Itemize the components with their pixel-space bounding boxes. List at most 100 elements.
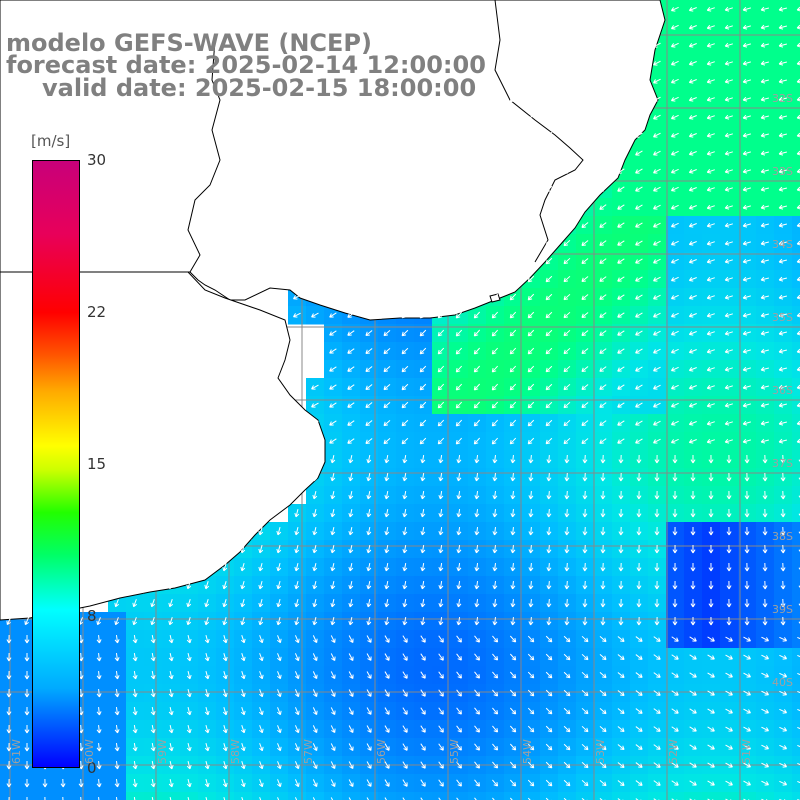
wind-arrow — [724, 114, 733, 120]
wind-arrow — [258, 707, 264, 716]
wind-arrow — [760, 312, 769, 318]
wind-arrow — [455, 149, 463, 157]
wind-arrow — [706, 420, 715, 426]
wind-arrow — [222, 761, 228, 770]
wind-arrow — [653, 42, 661, 48]
wind-arrow — [132, 634, 138, 644]
wind-arrow — [654, 598, 660, 608]
wind-arrow — [760, 168, 769, 174]
longitude-label: 57W — [301, 739, 315, 764]
wind-arrow — [797, 780, 800, 784]
wind-arrow — [760, 420, 769, 426]
wind-arrow — [384, 689, 390, 697]
wind-arrow — [635, 330, 643, 336]
wind-arrow — [653, 312, 661, 318]
wind-arrow — [420, 779, 426, 787]
wind-arrow — [329, 420, 337, 426]
wind-arrow — [527, 329, 535, 337]
wind-arrow — [509, 671, 517, 679]
wind-arrow — [688, 133, 697, 138]
wind-cell — [648, 792, 667, 800]
wind-cell — [684, 792, 703, 800]
wind-arrow — [563, 77, 571, 85]
wind-arrow — [636, 454, 642, 464]
wind-arrow — [742, 366, 751, 372]
wind-arrow — [617, 276, 625, 282]
wind-arrow — [760, 96, 769, 102]
wind-arrow — [455, 185, 463, 193]
wind-arrow — [24, 778, 30, 788]
wind-cell — [792, 648, 800, 667]
wind-arrow — [348, 472, 354, 482]
wind-arrow — [509, 779, 517, 787]
wind-arrow — [474, 725, 480, 733]
wind-arrow — [581, 186, 589, 193]
wind-arrow — [635, 60, 643, 66]
wind-arrow — [724, 312, 733, 318]
wind-arrow — [670, 384, 679, 390]
wind-arrow — [653, 672, 661, 678]
wind-arrow — [706, 6, 715, 12]
wind-arrow — [438, 779, 444, 787]
wind-arrow — [742, 6, 751, 12]
wind-arrow — [760, 132, 769, 138]
wind-arrow — [276, 761, 282, 770]
wind-arrow — [474, 797, 477, 800]
wind-arrow — [528, 544, 534, 554]
wind-arrow — [276, 545, 282, 554]
wind-arrow — [347, 330, 355, 336]
wind-arrow — [546, 562, 552, 572]
wind-arrow — [365, 222, 373, 228]
wind-arrow — [366, 598, 372, 608]
wind-arrow — [653, 60, 661, 66]
wind-arrow — [563, 203, 571, 211]
wind-arrow — [312, 454, 318, 464]
wind-arrow — [744, 508, 750, 518]
wind-arrow — [725, 690, 733, 696]
wind-arrow — [617, 312, 625, 318]
wind-arrow — [796, 384, 800, 390]
wind-arrow — [670, 240, 679, 246]
wind-arrow — [778, 132, 788, 138]
wind-arrow — [725, 726, 733, 732]
wind-arrow — [365, 240, 373, 246]
wind-arrow — [654, 562, 660, 572]
wind-arrow — [545, 347, 553, 355]
wind-arrow — [706, 204, 715, 210]
wind-arrow — [599, 330, 607, 336]
wind-arrow — [330, 598, 336, 608]
wind-arrow — [276, 653, 282, 662]
wind-arrow — [779, 690, 788, 696]
wind-arrow — [348, 743, 354, 751]
wind-arrow — [132, 617, 138, 626]
wind-arrow — [474, 580, 480, 590]
wind-cell — [630, 792, 649, 800]
wind-arrow — [383, 293, 391, 301]
wind-arrow — [456, 653, 462, 661]
coastline — [0, 0, 666, 621]
wind-arrow — [419, 221, 427, 229]
wind-arrow — [168, 688, 174, 698]
wind-arrow — [743, 780, 751, 786]
wind-arrow — [365, 348, 373, 354]
wind-arrow — [365, 366, 373, 372]
wind-arrow — [474, 707, 480, 715]
wind-cell — [162, 792, 181, 800]
wind-arrow — [402, 526, 408, 536]
wind-arrow — [654, 454, 660, 464]
wind-arrow — [599, 654, 607, 661]
wind-arrow — [474, 562, 480, 572]
wind-arrow — [384, 544, 390, 554]
wind-arrow — [798, 477, 800, 481]
wind-arrow — [563, 221, 571, 229]
wind-arrow — [599, 276, 607, 282]
wind-arrow — [724, 168, 733, 174]
wind-arrow — [348, 526, 354, 536]
wind-arrow — [329, 348, 337, 354]
wind-arrow — [150, 617, 156, 626]
wind-arrow — [545, 95, 553, 103]
wind-arrow — [258, 617, 264, 626]
wind-arrow — [384, 797, 387, 800]
wind-arrow — [383, 401, 391, 409]
wind-arrow — [563, 797, 570, 800]
